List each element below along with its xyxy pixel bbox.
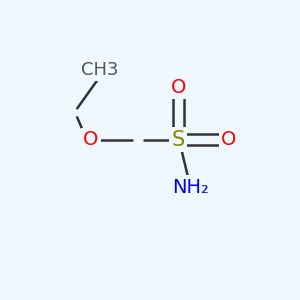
Text: O: O [83, 130, 98, 149]
Text: O: O [221, 130, 236, 149]
Text: CH3: CH3 [81, 61, 118, 79]
Text: NH₂: NH₂ [172, 178, 208, 197]
Text: S: S [172, 130, 185, 150]
Text: O: O [170, 78, 186, 97]
